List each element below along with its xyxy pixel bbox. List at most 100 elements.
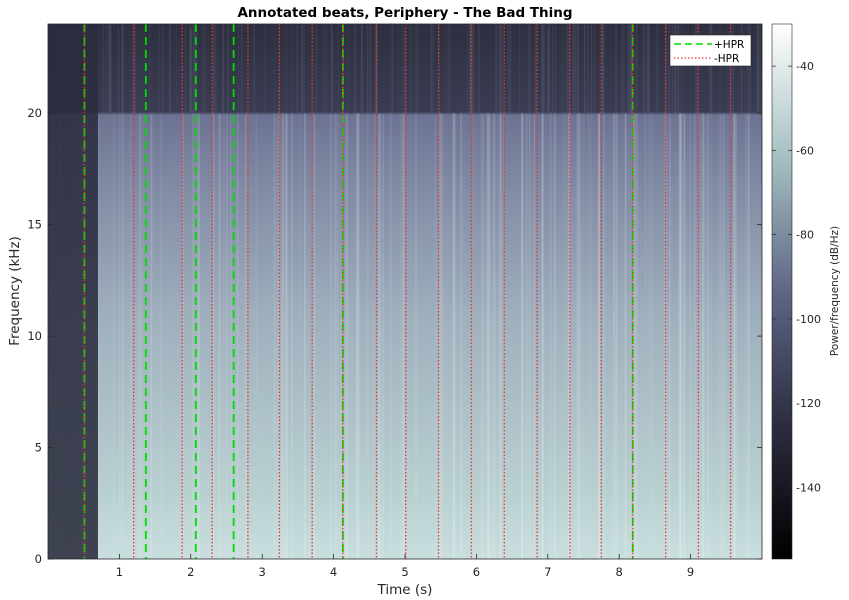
texture-streak bbox=[565, 113, 566, 559]
texture-streak bbox=[323, 24, 325, 114]
texture-streak bbox=[642, 24, 645, 114]
texture-streak bbox=[97, 113, 100, 559]
texture-streak bbox=[337, 24, 339, 114]
texture-streak bbox=[564, 24, 566, 114]
texture-streak bbox=[550, 113, 552, 559]
texture-streak bbox=[680, 113, 682, 559]
texture-streak bbox=[197, 113, 200, 559]
plot-area bbox=[48, 24, 762, 559]
texture-streak bbox=[334, 113, 336, 559]
texture-streak bbox=[469, 24, 471, 114]
texture-streak bbox=[649, 113, 651, 559]
texture-streak bbox=[132, 24, 134, 114]
texture-streak bbox=[240, 24, 243, 114]
texture-streak bbox=[548, 24, 550, 114]
texture-streak bbox=[718, 24, 721, 114]
texture-streak bbox=[345, 113, 348, 559]
texture-streak bbox=[230, 113, 232, 559]
texture-streak bbox=[729, 24, 730, 114]
texture-streak bbox=[656, 24, 658, 114]
texture-streak bbox=[375, 24, 377, 114]
texture-streak bbox=[375, 24, 376, 114]
texture-streak bbox=[452, 113, 454, 559]
texture-streak bbox=[284, 113, 287, 559]
texture-streak bbox=[735, 113, 737, 559]
texture-streak bbox=[738, 24, 741, 114]
x-axis-ticks: 1 2 3 4 5 6 7 8 9 bbox=[116, 24, 694, 579]
texture-streak bbox=[626, 24, 629, 114]
texture-streak bbox=[679, 113, 682, 559]
texture-streak bbox=[192, 113, 194, 559]
texture-streak bbox=[528, 24, 531, 114]
texture-streak bbox=[674, 24, 676, 114]
texture-streak bbox=[577, 24, 579, 114]
texture-streak bbox=[710, 24, 713, 114]
texture-streak bbox=[169, 24, 171, 114]
texture-streak bbox=[374, 24, 377, 114]
texture-streak bbox=[193, 24, 196, 114]
texture-streak bbox=[118, 24, 120, 114]
texture-streak bbox=[108, 24, 111, 114]
texture-streak bbox=[404, 24, 406, 114]
texture-streak bbox=[489, 113, 491, 559]
texture-streak bbox=[722, 113, 725, 559]
texture-streak bbox=[102, 24, 104, 114]
texture-streak bbox=[137, 24, 139, 114]
texture-streak bbox=[106, 24, 108, 114]
texture-streak bbox=[675, 24, 677, 114]
texture-streak bbox=[329, 113, 332, 559]
texture-streak bbox=[296, 24, 298, 114]
texture-streak bbox=[635, 24, 638, 114]
texture-streak bbox=[129, 24, 131, 114]
texture-streak bbox=[253, 24, 256, 114]
texture-streak bbox=[237, 113, 239, 559]
texture-streak bbox=[732, 24, 735, 114]
texture-streak bbox=[430, 24, 433, 114]
texture-streak bbox=[300, 24, 302, 114]
texture-streak bbox=[648, 113, 649, 559]
colorbar-tick-label: -120 bbox=[796, 397, 821, 410]
y-tick-label: 5 bbox=[35, 441, 42, 455]
texture-streak bbox=[325, 24, 328, 114]
texture-streak bbox=[584, 24, 586, 114]
texture-streak bbox=[744, 24, 747, 114]
texture-streak bbox=[551, 24, 554, 114]
texture-streak bbox=[587, 24, 589, 114]
texture-streak bbox=[149, 24, 151, 114]
texture-streak bbox=[590, 113, 592, 559]
texture-streak bbox=[158, 24, 160, 114]
texture-streak bbox=[369, 24, 372, 114]
texture-streak bbox=[432, 24, 435, 114]
texture-streak bbox=[198, 113, 200, 559]
texture-streak bbox=[561, 24, 563, 114]
texture-streak bbox=[602, 24, 605, 114]
texture-streak bbox=[543, 24, 545, 114]
texture-streak bbox=[598, 113, 601, 559]
colorbar-ticks: -40 -60 -80 -100 -120 -140 bbox=[772, 60, 821, 494]
chart-title: Annotated beats, Periphery - The Bad Thi… bbox=[237, 5, 572, 21]
texture-streak bbox=[677, 24, 679, 114]
texture-streak bbox=[445, 24, 448, 114]
texture-streak bbox=[695, 24, 697, 114]
texture-streak bbox=[697, 24, 699, 114]
texture-streak bbox=[238, 24, 239, 114]
texture-streak bbox=[542, 113, 543, 559]
texture-streak bbox=[689, 113, 691, 559]
texture-streak bbox=[213, 24, 216, 114]
texture-streak bbox=[502, 113, 504, 559]
texture-streak bbox=[401, 24, 402, 114]
texture-streak bbox=[299, 113, 302, 559]
texture-streak bbox=[567, 113, 570, 559]
texture-streak bbox=[330, 24, 332, 114]
texture-streak bbox=[274, 24, 276, 114]
texture-streak bbox=[139, 24, 142, 114]
texture-streak bbox=[189, 24, 192, 114]
x-tick-label: 1 bbox=[116, 565, 123, 579]
texture-streak bbox=[562, 113, 564, 559]
texture-streak bbox=[533, 113, 536, 559]
texture-streak bbox=[301, 24, 304, 114]
texture-streak bbox=[568, 24, 570, 114]
texture-streak bbox=[656, 24, 659, 114]
texture-streak bbox=[757, 24, 760, 114]
texture-streak bbox=[218, 113, 221, 559]
